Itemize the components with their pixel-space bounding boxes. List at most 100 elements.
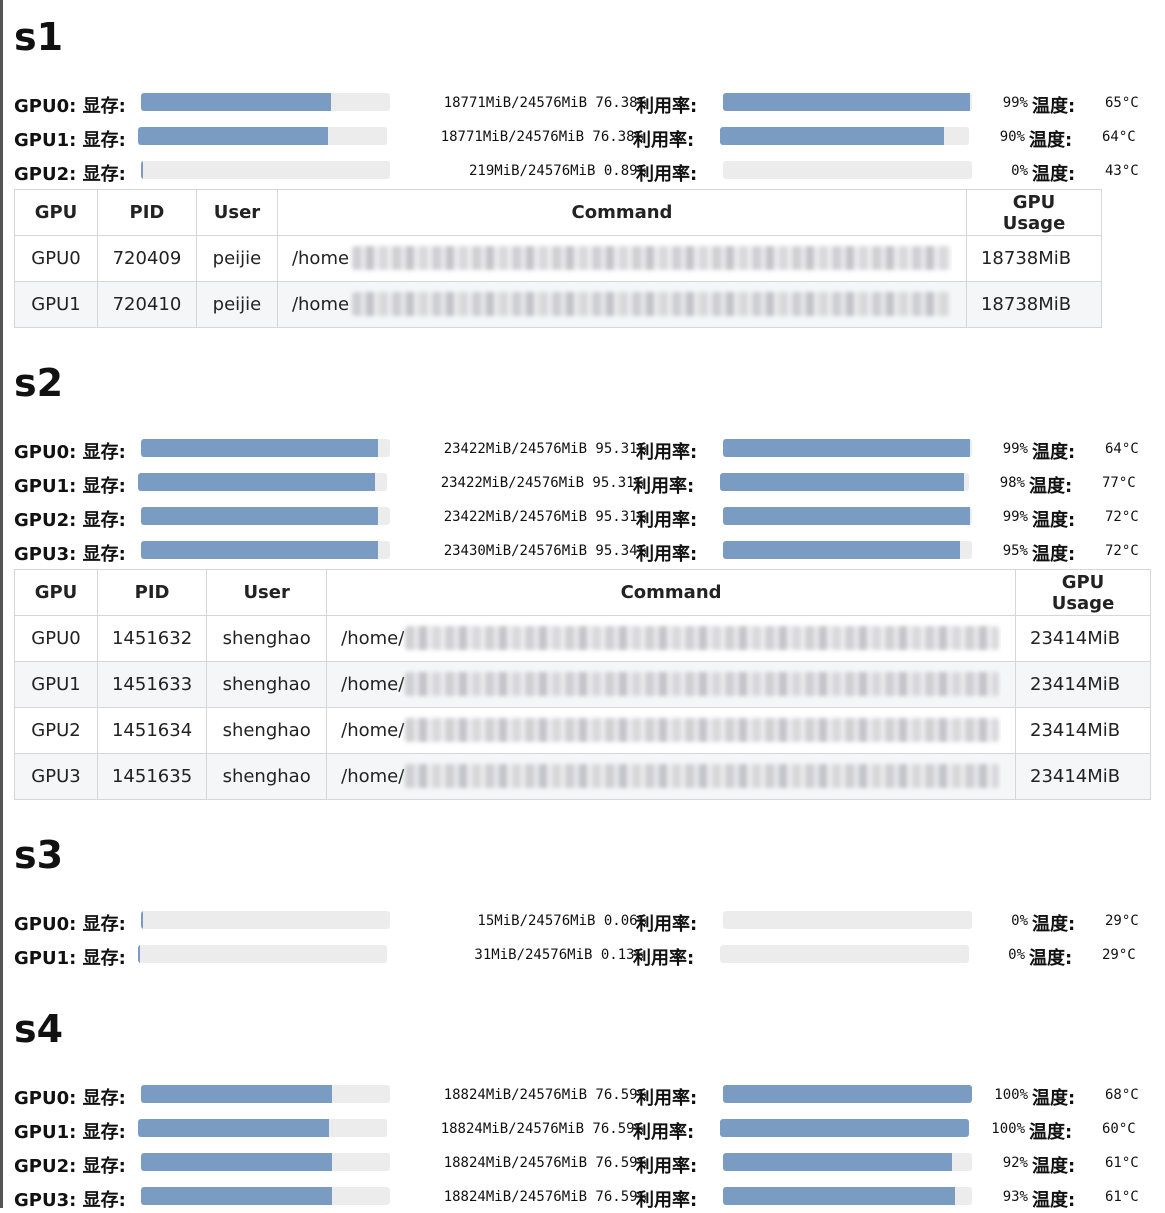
gpu-label: GPU2: 显存: xyxy=(14,1156,126,1177)
utilization-percent: 95% xyxy=(1002,543,1028,559)
cell-command: /home/ xyxy=(326,661,1016,708)
memory-bar-fill xyxy=(141,1153,332,1171)
temperature-label: 温度: xyxy=(1032,510,1076,531)
utilization-label: 利用率: xyxy=(636,914,698,935)
memory-text: 23422MiB/24576MiB 95.31% xyxy=(443,441,646,457)
memory-bar-fill xyxy=(138,945,141,963)
memory-text: 31MiB/24576MiB 0.13% xyxy=(474,947,643,963)
memory-text: 18771MiB/24576MiB 76.38% xyxy=(443,95,646,111)
cell-gpu-usage: 23414MiB xyxy=(1015,707,1151,754)
utilization-label: 利用率: xyxy=(636,1156,698,1177)
utilization-bar-fill xyxy=(720,473,965,491)
server-section-s4: s4 xyxy=(14,1010,1154,1048)
gpu-row: GPU3: 显存: 18824MiB/24576MiB 76.59% 利用率: … xyxy=(14,1179,1154,1213)
memory-bar-fill xyxy=(141,439,379,457)
server-title: s1 xyxy=(14,15,64,59)
utilization-bar xyxy=(723,1153,972,1171)
cell-pid: 1451632 xyxy=(96,615,208,662)
gpu-row: GPU2: 显存: 219MiB/24576MiB 0.89% 利用率: 0% … xyxy=(14,153,1154,187)
utilization-bar xyxy=(723,541,972,559)
column-header-gpu: GPU xyxy=(14,569,98,616)
memory-bar-fill xyxy=(141,1085,332,1103)
redacted-region xyxy=(405,764,1000,788)
cell-user: shenghao xyxy=(206,753,328,800)
cell-gpu: GPU1 xyxy=(14,661,98,708)
utilization-bar-fill xyxy=(723,439,970,457)
utilization-bar xyxy=(723,439,972,457)
column-header-pid: PID xyxy=(96,189,197,236)
cell-user: shenghao xyxy=(206,615,328,662)
utilization-label: 利用率: xyxy=(636,1190,698,1211)
memory-text: 18771MiB/24576MiB 76.38% xyxy=(440,129,643,145)
redacted-region xyxy=(351,246,952,270)
gpu-label: GPU0: 显存: xyxy=(14,96,126,117)
command-text: /home xyxy=(291,294,350,315)
server-title: s4 xyxy=(14,1007,64,1051)
table-header-row: GPU PID User Command GPU Usage xyxy=(14,189,1103,236)
window-left-edge xyxy=(0,0,3,1208)
column-header-command: Command xyxy=(326,569,1016,616)
utilization-percent: 98% xyxy=(999,475,1025,491)
table-row: GPU0 1451632 shenghao /home/ 23414MiB xyxy=(14,615,1151,662)
utilization-bar-fill xyxy=(723,93,970,111)
table-row: GPU1 720410 peijie /home 18738MiB xyxy=(14,281,1103,328)
command-text: /home/ xyxy=(341,720,405,741)
memory-bar-fill xyxy=(141,93,332,111)
cell-gpu-usage: 23414MiB xyxy=(1015,615,1151,662)
memory-bar xyxy=(141,161,390,179)
command-text: /home/ xyxy=(341,628,405,649)
cell-user: shenghao xyxy=(206,707,328,754)
cell-user: peijie xyxy=(195,235,278,282)
utilization-bar xyxy=(723,911,972,929)
memory-bar-fill xyxy=(141,1187,332,1205)
utilization-bar-fill xyxy=(723,1085,972,1103)
utilization-bar-fill xyxy=(723,1187,955,1205)
memory-bar-fill xyxy=(141,161,144,179)
memory-bar xyxy=(138,945,387,963)
table-row: GPU1 1451633 shenghao /home/ 23414MiB xyxy=(14,661,1151,708)
temperature-value: 68°C xyxy=(1105,1087,1139,1103)
table-row: GPU2 1451634 shenghao /home/ 23414MiB xyxy=(14,707,1151,754)
cell-gpu-usage: 18738MiB xyxy=(965,281,1103,328)
table-row: GPU0 720409 peijie /home 18738MiB xyxy=(14,235,1103,282)
utilization-percent: 100% xyxy=(991,1121,1025,1137)
memory-bar-fill xyxy=(141,911,144,929)
utilization-percent: 99% xyxy=(1002,509,1028,525)
cell-command: /home xyxy=(276,235,967,282)
utilization-bar-fill xyxy=(723,1153,953,1171)
gpu-row: GPU1: 显存: 31MiB/24576MiB 0.13% 利用率: 0% 温… xyxy=(14,937,1154,971)
gpu-row: GPU2: 显存: 23422MiB/24576MiB 95.31% 利用率: … xyxy=(14,499,1154,533)
gpu-row: GPU0: 显存: 18771MiB/24576MiB 76.38% 利用率: … xyxy=(14,85,1154,119)
utilization-percent: 99% xyxy=(1002,95,1028,111)
memory-bar xyxy=(141,1153,390,1171)
utilization-label: 利用率: xyxy=(633,130,695,151)
server-title: s3 xyxy=(14,833,64,877)
memory-bar-fill xyxy=(138,127,329,145)
utilization-percent: 90% xyxy=(999,129,1025,145)
cell-user: peijie xyxy=(195,281,278,328)
column-header-user: User xyxy=(195,189,278,236)
temperature-value: 61°C xyxy=(1105,1155,1139,1171)
cell-gpu: GPU2 xyxy=(14,707,98,754)
memory-bar xyxy=(138,127,387,145)
temperature-value: 77°C xyxy=(1102,475,1136,491)
table-row: GPU3 1451635 shenghao /home/ 23414MiB xyxy=(14,753,1151,800)
utilization-percent: 100% xyxy=(994,1087,1028,1103)
temperature-value: 29°C xyxy=(1105,913,1139,929)
temperature-label: 温度: xyxy=(1032,96,1076,117)
utilization-bar xyxy=(723,1085,972,1103)
gpu-label: GPU0: 显存: xyxy=(14,1088,126,1109)
column-header-pid: PID xyxy=(96,569,208,616)
cell-gpu: GPU1 xyxy=(14,281,98,328)
server-section-s2: s2 xyxy=(14,364,1154,402)
utilization-bar xyxy=(720,1119,969,1137)
table-header-row: GPU PID User Command GPU Usage xyxy=(14,569,1151,616)
gpu-label: GPU1: 显存: xyxy=(14,130,126,151)
utilization-percent: 99% xyxy=(1002,441,1028,457)
redacted-region xyxy=(351,292,952,316)
command-text: /home xyxy=(291,248,350,269)
column-header-gpu: GPU xyxy=(14,189,98,236)
utilization-label: 利用率: xyxy=(636,164,698,185)
memory-bar xyxy=(141,1187,390,1205)
cell-command: /home/ xyxy=(326,707,1016,754)
